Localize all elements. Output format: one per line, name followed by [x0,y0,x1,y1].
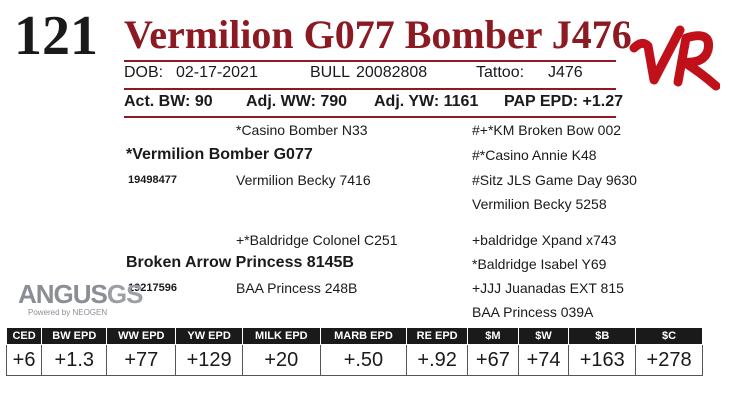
epd-header-b: $B [568,328,637,345]
epd-header-row: CED BW EPD WW EPD YW EPD MILK EPD MARB E… [5,328,703,345]
epd-header-bw: BW EPD [41,328,108,345]
epd-header-milk: MILK EPD [242,328,321,345]
sire-sire: *Casino Bomber N33 [236,122,368,138]
registration-number: 20082808 [356,64,428,81]
dam-name: Broken Arrow Princess 8145B [126,254,354,271]
adj-yw: Adj. YW: 1161 [374,93,479,110]
epd-value-m: +67 [467,344,519,376]
epd-value-b: +163 [568,344,637,376]
sire-dam-sire: #Sitz JLS Game Day 9630 [472,172,637,188]
dam-sire-dam: *Baldridge Isabel Y69 [472,256,607,272]
epd-value-yw: +129 [175,344,243,376]
sire-dam: Vermilion Becky 7416 [236,172,371,188]
logo-main-text: ANGUS [18,279,108,309]
epd-header-c: $C [635,328,703,345]
brand-mark [629,25,720,91]
tattoo-label: Tattoo: [476,64,525,81]
dob-label: DOB: [124,64,164,81]
sire-registration: 19498477 [128,174,177,186]
sire-dam-dam: Vermilion Becky 5258 [472,196,607,212]
sire-sire-sire: #+*KM Broken Bow 002 [472,122,622,138]
dam-registration: 19217596 [128,282,177,294]
dam-sire: +*Baldridge Colonel C251 [236,232,398,248]
epd-value-row: +6 +1.3 +77 +129 +20 +.50 +.92 +67 +74 +… [5,344,703,376]
epd-header-ced: CED [5,328,43,345]
epd-value-c: +278 [635,344,703,376]
sire-sire-dam: #*Casino Annie K48 [472,147,597,163]
epd-header-m: $M [467,328,519,345]
epd-header-marb: MARB EPD [319,328,408,345]
tattoo-value: J476 [548,64,583,81]
epd-header-yw: YW EPD [175,328,243,345]
sire-name: *Vermilion Bomber G077 [126,146,313,163]
epd-table: CED BW EPD WW EPD YW EPD MILK EPD MARB E… [5,328,703,376]
dob-value: 02-17-2021 [176,64,258,81]
dam-dam-sire: +JJJ Juanadas EXT 815 [472,280,624,296]
epd-value-marb: +.50 [319,344,408,376]
lot-number: 121 [14,5,98,67]
logo-subtext: Powered by NEOGEN [28,308,108,317]
epd-header-ww: WW EPD [106,328,177,345]
epd-value-w: +74 [517,344,570,376]
sex-type: BULL [310,64,351,81]
divider-top [124,60,616,62]
epd-value-ced: +6 [5,344,43,376]
dam-dam: BAA Princess 248B [236,280,358,296]
adj-ww: Adj. WW: 790 [246,93,348,110]
animal-name: Vermilion G077 Bomber J476 [124,12,632,57]
epd-value-milk: +20 [242,344,321,376]
pap-epd: PAP EPD: +1.27 [504,93,624,110]
logo-suffix-text: GS [106,279,144,309]
divider-bottom [124,116,616,118]
epd-value-ww: +77 [106,344,177,376]
epd-value-bw: +1.3 [41,344,108,376]
dam-sire-sire: +baldridge Xpand x743 [472,232,617,248]
epd-header-re: RE EPD [406,328,469,345]
divider-middle [124,88,616,90]
epd-value-re: +.92 [406,344,469,376]
epd-header-w: $W [517,328,570,345]
act-bw: Act. BW: 90 [124,93,213,110]
angus-gs-logo: ANGUSGS Powered by NEOGEN [18,279,143,324]
dam-dam-dam: BAA Princess 039A [472,304,594,320]
